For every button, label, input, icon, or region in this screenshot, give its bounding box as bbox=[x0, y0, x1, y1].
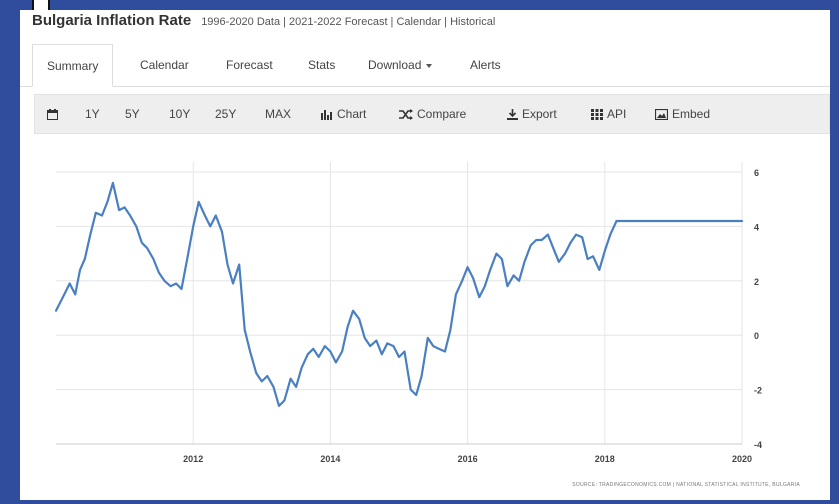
compare-button[interactable]: Compare bbox=[399, 95, 466, 133]
y-tick-label: -4 bbox=[754, 440, 762, 450]
chevron-down-icon bbox=[426, 63, 433, 68]
y-tick-label: 0 bbox=[754, 331, 759, 341]
embed-button[interactable]: Embed bbox=[654, 95, 711, 133]
x-tick-label: 2016 bbox=[458, 454, 478, 464]
chart-button[interactable]: Chart bbox=[321, 95, 366, 133]
range-25y[interactable]: 25Y bbox=[215, 107, 237, 121]
chart-button-label: Chart bbox=[337, 107, 367, 121]
range-1y[interactable]: 1Y bbox=[85, 107, 100, 121]
api-button-label: API bbox=[607, 107, 627, 121]
page: Bulgaria Inflation Rate 1996-2020 Data |… bbox=[20, 10, 830, 500]
bar-chart-icon bbox=[321, 110, 332, 121]
tab-stats-label: Stats bbox=[308, 58, 336, 72]
x-tick-label: 2018 bbox=[595, 454, 615, 464]
x-tick-label: 2014 bbox=[320, 454, 340, 464]
download-icon bbox=[507, 109, 518, 121]
y-tick-label: 4 bbox=[754, 222, 759, 232]
range-5y[interactable]: 5Y bbox=[125, 107, 140, 121]
tab-alerts-label: Alerts bbox=[470, 58, 501, 72]
chart-toolbar: 1Y 5Y 10Y 25Y MAX Chart Compare Export A… bbox=[34, 94, 830, 134]
tab-alerts[interactable]: Alerts bbox=[456, 44, 515, 86]
chart-source: SOURCE: TRADINGECONOMICS.COM | NATIONAL … bbox=[572, 482, 800, 488]
shuffle-icon bbox=[399, 109, 413, 121]
series-line bbox=[54, 181, 744, 407]
calendar-icon[interactable] bbox=[47, 95, 62, 133]
tab-forecast-label: Forecast bbox=[226, 58, 273, 72]
y-tick-label: 6 bbox=[754, 168, 759, 178]
tab-summary-label: Summary bbox=[47, 59, 99, 73]
tab-calendar-label: Calendar bbox=[140, 58, 189, 72]
y-tick-label: 2 bbox=[754, 277, 759, 287]
top-bar bbox=[0, 0, 839, 10]
chart-area: 6 4 2 0 -2 -4 2012 2014 2016 2018 2020 SOURCE: TRA… bbox=[34, 138, 830, 498]
export-button-label: Export bbox=[522, 107, 557, 121]
tab-calendar[interactable]: Calendar bbox=[126, 44, 203, 86]
image-icon bbox=[654, 109, 669, 121]
x-tick-label: 2012 bbox=[183, 454, 203, 464]
page-title: Bulgaria Inflation Rate bbox=[32, 12, 192, 29]
embed-button-label: Embed bbox=[672, 107, 711, 121]
x-tick-label: 2020 bbox=[732, 454, 752, 464]
tab-download-label: Download bbox=[368, 58, 422, 72]
tab-bar: Summary Calendar Forecast Stats Download… bbox=[20, 44, 830, 87]
export-button[interactable]: Export bbox=[507, 95, 557, 133]
grid-icon bbox=[591, 109, 603, 121]
tab-stats[interactable]: Stats bbox=[294, 44, 349, 86]
page-header: Bulgaria Inflation Rate 1996-2020 Data |… bbox=[32, 12, 495, 36]
api-button[interactable]: API bbox=[591, 95, 626, 133]
inflation-line-chart: 6 4 2 0 -2 -4 2012 2014 2016 2018 2020 bbox=[54, 162, 762, 464]
tab-summary[interactable]: Summary bbox=[32, 44, 114, 87]
tab-forecast[interactable]: Forecast bbox=[212, 44, 287, 86]
y-tick-label: -2 bbox=[754, 386, 762, 396]
range-max[interactable]: MAX bbox=[265, 107, 292, 121]
compare-button-label: Compare bbox=[417, 107, 467, 121]
range-10y[interactable]: 10Y bbox=[169, 107, 191, 121]
page-subtitle: 1996-2020 Data | 2021-2022 Forecast | Ca… bbox=[201, 16, 496, 28]
tab-download[interactable]: Download bbox=[354, 44, 446, 86]
